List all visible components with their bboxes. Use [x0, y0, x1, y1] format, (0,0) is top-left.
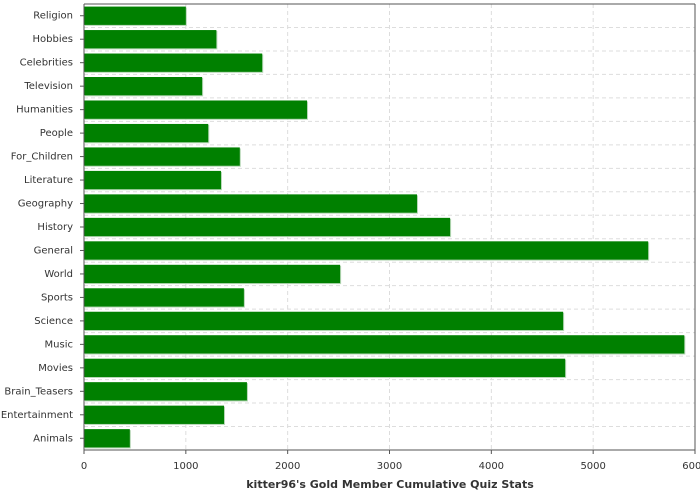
x-tick-label: 5000 — [580, 461, 605, 472]
bar — [84, 429, 130, 448]
y-tick-label: Sports — [41, 292, 73, 303]
bar — [84, 358, 566, 377]
bar — [84, 217, 451, 237]
y-tick-label: Humanities — [16, 105, 73, 116]
bar — [84, 6, 186, 25]
bar — [84, 264, 341, 284]
y-tick-label: Celebrities — [20, 58, 73, 69]
y-tick-label: Animals — [33, 433, 73, 444]
x-tick-label: 3000 — [377, 461, 402, 472]
y-tick-label: World — [44, 269, 73, 280]
bar — [84, 405, 225, 424]
bar — [84, 100, 308, 119]
bar — [84, 382, 247, 401]
y-tick-label: Music — [45, 339, 73, 350]
x-tick-label: 6000 — [682, 461, 700, 472]
x-tick-label: 2000 — [275, 461, 300, 472]
bar — [84, 241, 649, 260]
y-tick-label: Religion — [33, 11, 73, 22]
bar — [84, 335, 685, 354]
y-tick-label: Science — [34, 316, 73, 327]
y-tick-label: Movies — [38, 363, 73, 374]
bar — [84, 77, 203, 96]
x-tick-label: 4000 — [479, 461, 504, 472]
y-tick-label: Television — [23, 81, 73, 92]
bar — [84, 53, 263, 72]
bar — [84, 288, 244, 307]
y-tick-label: Geography — [18, 199, 73, 210]
y-tick-label: Entertainment — [1, 410, 73, 421]
bar — [84, 194, 417, 213]
y-tick-label: Literature — [24, 175, 73, 186]
y-tick-label: Hobbies — [33, 34, 73, 45]
bar — [84, 147, 240, 166]
y-tick-label: Brain_Teasers — [4, 386, 73, 397]
y-tick-label: General — [34, 245, 73, 256]
x-axis-title: kitter96's Gold Member Cumulative Quiz S… — [246, 478, 534, 491]
y-tick-label: People — [40, 128, 73, 139]
x-tick-label: 0 — [81, 461, 87, 472]
bar — [84, 311, 564, 331]
bar — [84, 123, 209, 143]
y-tick-label: For_Children — [11, 152, 73, 163]
y-tick-label: History — [37, 222, 73, 233]
x-tick-label: 1000 — [173, 461, 198, 472]
bar — [84, 30, 217, 49]
bar — [84, 170, 221, 190]
